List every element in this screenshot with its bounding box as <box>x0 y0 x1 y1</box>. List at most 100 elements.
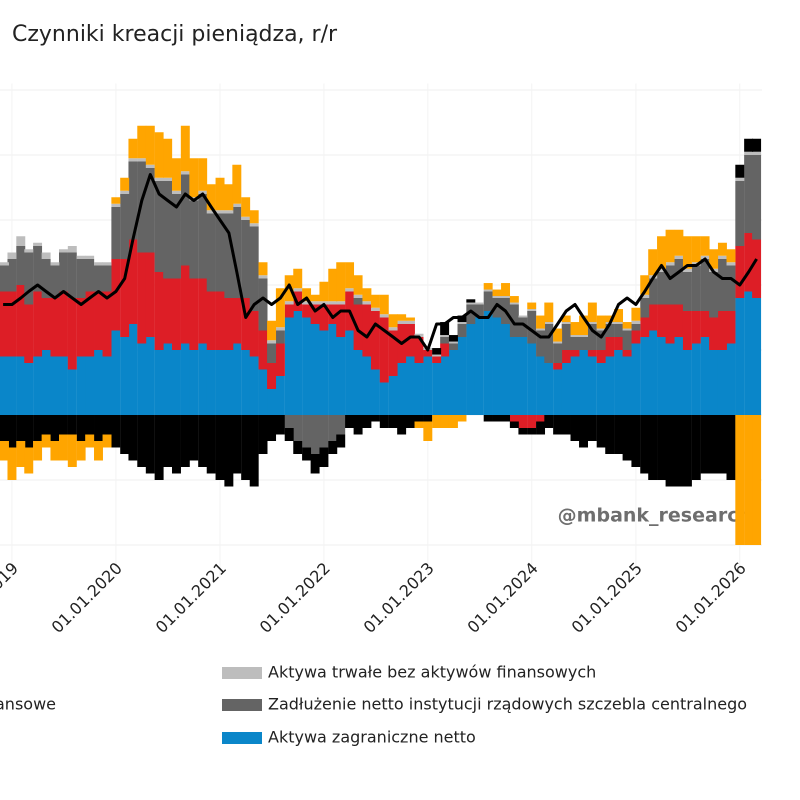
bar-segment <box>553 415 563 435</box>
bar-segment <box>172 194 181 279</box>
bar-segment <box>128 158 138 162</box>
bar-segment <box>752 239 762 298</box>
bar-segment <box>726 249 736 263</box>
bar-segment <box>67 298 77 370</box>
bar-segment <box>7 259 17 292</box>
bar-segment <box>682 236 692 269</box>
bar-segment <box>163 181 173 279</box>
bar-segment <box>319 447 329 467</box>
x-tick-label: 01.01.2025 <box>568 559 646 637</box>
bar-segment <box>102 262 112 266</box>
bar-segment <box>172 415 181 474</box>
bar-segment <box>249 223 259 227</box>
bar-segment <box>744 291 754 415</box>
bar-segment <box>128 324 138 415</box>
bar-segment <box>726 262 736 266</box>
bar-segment <box>258 330 268 370</box>
bar-segment <box>328 304 338 324</box>
bar-segment <box>717 311 727 350</box>
bar-segment <box>423 421 433 441</box>
bar-segment <box>7 415 17 448</box>
x-tick-label: 01.01.2020 <box>48 559 126 637</box>
bar-segment <box>379 314 389 318</box>
bar-segment <box>76 356 86 415</box>
bar-segment <box>189 200 199 279</box>
bar-segment <box>405 320 415 324</box>
bar-segment <box>206 213 216 292</box>
bar-segment <box>457 324 467 337</box>
bar-segment <box>120 415 130 454</box>
bar-segment <box>570 350 580 357</box>
bar-segment <box>423 350 433 357</box>
bar-segment <box>145 168 155 253</box>
bar-segment <box>163 177 173 181</box>
bar-segment <box>448 343 458 350</box>
bar-segment <box>241 220 251 298</box>
bar-segment <box>735 177 745 181</box>
bar-segment <box>509 421 519 428</box>
bar-segment <box>258 275 268 279</box>
bar-segment <box>483 291 493 311</box>
bar-segment <box>94 291 103 350</box>
bar-segment <box>180 171 190 175</box>
bar-segment <box>509 337 519 415</box>
bar-segment <box>310 294 320 302</box>
bar-segment <box>614 322 624 324</box>
bar-segment <box>527 302 537 310</box>
bar-segment <box>432 363 442 415</box>
bar-segment <box>284 304 294 318</box>
bar-segment <box>345 330 355 415</box>
bar-segment <box>145 415 155 474</box>
bar-segment <box>24 447 34 474</box>
bar-segment <box>24 249 34 253</box>
bar-segment <box>370 294 380 308</box>
bar-segment <box>570 337 580 350</box>
bar-segment <box>665 304 675 344</box>
bar-segment <box>293 415 303 441</box>
bar-segment <box>432 415 442 428</box>
bar-segment <box>24 304 34 363</box>
bar-segment <box>267 363 277 389</box>
bar-segment <box>553 369 563 415</box>
bar-segment <box>614 415 624 454</box>
bar-segment <box>58 249 68 253</box>
bar-segment <box>570 335 580 337</box>
bar-segment <box>492 296 502 298</box>
bar-segment <box>544 415 554 428</box>
bar-segment <box>518 317 528 337</box>
bar-segment <box>544 324 554 363</box>
bar-segment <box>145 337 155 415</box>
bar-segment <box>665 265 675 305</box>
bar-segment <box>137 125 147 159</box>
bar-segment <box>180 174 190 266</box>
bar-segment <box>249 226 259 311</box>
bar-segment <box>362 288 372 302</box>
bar-segment <box>370 311 380 370</box>
bar-segment <box>640 317 650 337</box>
bar-segment <box>180 343 190 415</box>
bar-segment <box>674 255 684 259</box>
bar-segment <box>94 350 103 415</box>
bar-segment <box>717 259 727 311</box>
bar-segment <box>319 415 329 448</box>
bar-segment <box>726 343 736 415</box>
bar-segment <box>414 421 424 428</box>
bar-segment <box>362 415 372 428</box>
bar-segment <box>215 213 225 292</box>
bar-segment <box>67 252 77 298</box>
bar-segment <box>145 125 155 165</box>
bar-segment <box>379 294 389 315</box>
bar-segment <box>50 441 60 461</box>
bar-segment <box>345 262 355 289</box>
bar-segment <box>518 415 528 428</box>
bar-segment <box>483 415 493 422</box>
bar-segment <box>544 302 554 323</box>
bar-segment <box>258 369 268 415</box>
bar-segment <box>16 236 26 246</box>
bar-segment <box>448 341 458 344</box>
bar-segment <box>302 317 312 415</box>
bar-segment <box>544 322 554 324</box>
bar-segment <box>206 291 216 350</box>
bar-segment <box>752 415 762 545</box>
bar-segment <box>41 252 51 259</box>
